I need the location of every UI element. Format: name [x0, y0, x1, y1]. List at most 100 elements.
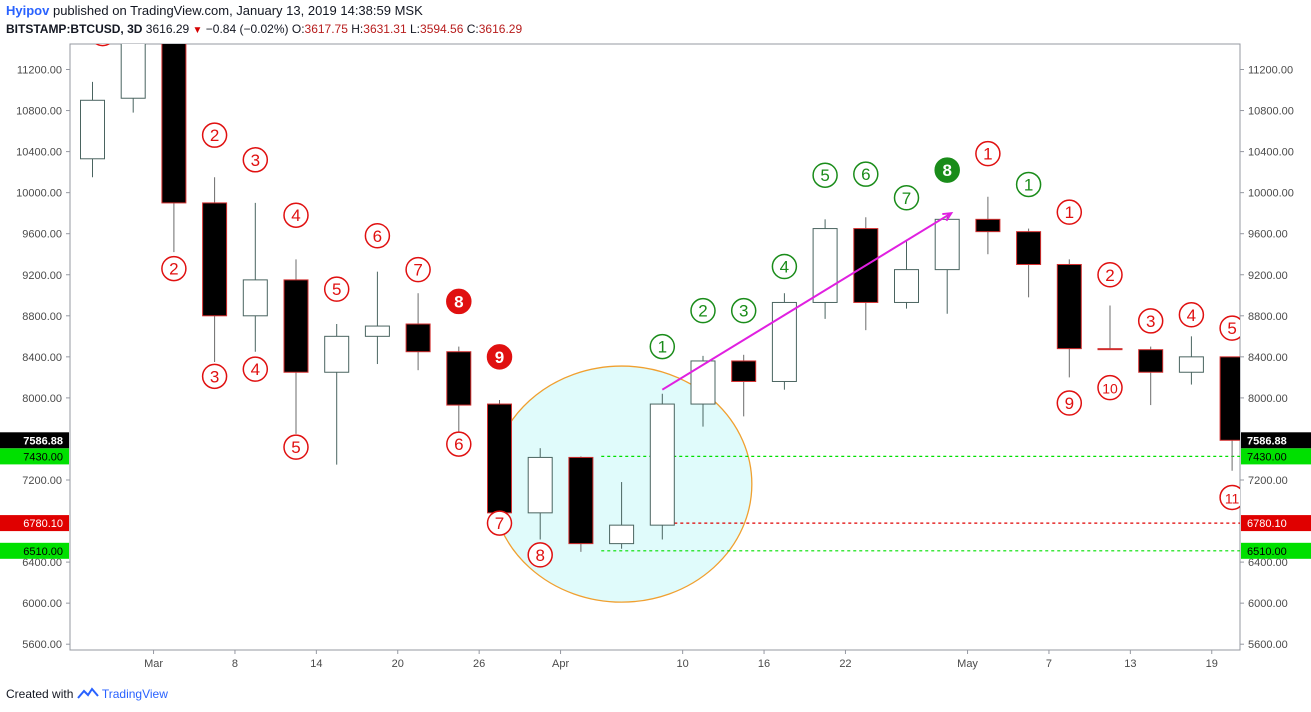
count-marker-circle	[242, 147, 269, 173]
y-tick-label-left: 5600.00	[22, 639, 62, 651]
count-marker-label: 6	[454, 435, 463, 454]
candle-body	[894, 269, 919, 303]
count-marker-circle	[201, 122, 228, 148]
candle-body	[690, 360, 716, 405]
count-marker-circle	[446, 288, 472, 315]
price-label-right: 7586.88	[1247, 435, 1287, 447]
count-marker-circle	[1056, 199, 1083, 225]
count-marker-circle	[1137, 308, 1164, 334]
y-tick-label-left: 10400.00	[16, 147, 62, 159]
price-label-right: 7430.00	[1247, 451, 1287, 463]
count-marker-circle	[690, 297, 716, 324]
candle-body	[609, 524, 635, 545]
candle-body	[1016, 231, 1042, 265]
count-marker-label: 8	[535, 546, 544, 565]
count-marker-circle	[893, 185, 920, 211]
count-marker-label: 5	[291, 438, 300, 457]
price-label-left: 6780.10	[23, 518, 63, 530]
count-marker-label: 7	[495, 514, 504, 533]
y-tick-label-left: 6000.00	[22, 598, 62, 610]
count-marker-circle	[649, 333, 676, 360]
count-marker-label: 4	[251, 360, 260, 379]
candle-body	[731, 360, 757, 382]
symbol-name: BITSTAMP:BTCUSD, 3D	[6, 22, 143, 36]
candle-body	[1219, 356, 1240, 441]
count-marker-circle	[405, 256, 431, 283]
candle-body	[202, 202, 228, 317]
y-tick-label-left: 9200.00	[22, 270, 62, 282]
count-marker-label: 3	[739, 302, 748, 321]
x-tick-label: 10	[677, 658, 689, 670]
count-marker-label: 4	[780, 258, 789, 277]
count-marker-circle	[1219, 315, 1240, 341]
y-tick-label-right: 9600.00	[1248, 229, 1288, 241]
tradingview-logo-icon	[76, 687, 102, 701]
count-marker-circle	[1219, 484, 1240, 511]
count-marker-label: 11	[1225, 490, 1240, 506]
y-tick-label-right: 6400.00	[1248, 557, 1288, 569]
created-with-text: Created with	[6, 687, 74, 701]
high-label: H:	[351, 22, 364, 36]
x-tick-label: 8	[232, 658, 238, 670]
y-tick-label-right: 6000.00	[1248, 598, 1288, 610]
count-marker-circle	[323, 276, 350, 302]
count-marker-label: 5	[820, 166, 829, 185]
x-tick-label: Mar	[144, 658, 163, 670]
price-label-right: 6780.10	[1247, 518, 1287, 530]
trend-arrow-line	[661, 212, 952, 391]
y-tick-label-left: 6400.00	[22, 557, 62, 569]
candle-body	[120, 44, 146, 99]
price-label-bg-right	[1241, 515, 1311, 532]
symbol-info: BITSTAMP:BTCUSD, 3D 3616.29 ▼ −0.84 (−0.…	[6, 22, 522, 36]
count-marker-circle	[853, 161, 879, 187]
price-label-bg-right	[1241, 448, 1311, 465]
x-tick-label: 16	[758, 658, 770, 670]
candle-body	[975, 218, 1001, 233]
count-marker-label: 4	[1187, 306, 1196, 325]
candle-body	[405, 323, 431, 353]
candle-body	[242, 279, 268, 317]
x-tick-label: 26	[473, 658, 485, 670]
down-arrow-icon: ▼	[192, 25, 203, 36]
count-marker-circle	[1056, 390, 1083, 416]
count-marker-circle	[1097, 374, 1123, 401]
count-marker-circle	[771, 253, 798, 280]
candle-body	[364, 325, 390, 337]
count-marker-circle	[527, 542, 553, 568]
count-marker-label: 1	[983, 145, 992, 164]
y-tick-label-left: 7200.00	[22, 475, 62, 487]
count-marker-circle	[486, 344, 513, 370]
count-marker-label: 2	[169, 260, 178, 279]
x-tick-label: 13	[1124, 658, 1136, 670]
count-marker-label: 3	[251, 151, 260, 170]
count-marker-circle	[975, 140, 1001, 167]
y-tick-label-right: 8400.00	[1248, 352, 1288, 364]
candle-body	[487, 403, 512, 514]
y-tick-label-right: 8800.00	[1248, 311, 1288, 323]
count-marker-label: 7	[902, 189, 911, 208]
candle-body	[161, 44, 187, 204]
close-label: C:	[466, 22, 479, 36]
low-label: L:	[410, 22, 421, 36]
last-price: 3616.29	[145, 22, 190, 36]
open-value: 3617.75	[304, 22, 348, 36]
count-marker-label: 1	[1024, 175, 1033, 194]
candle-body	[527, 456, 553, 514]
y-tick-label-right: 11200.00	[1248, 65, 1293, 77]
candle-body	[934, 218, 960, 271]
candle-body	[80, 99, 105, 160]
price-change: −0.84 (−0.02%)	[205, 22, 289, 36]
candle-body	[568, 456, 594, 545]
price-label-bg-left	[0, 448, 69, 465]
count-marker-label: 8	[454, 292, 463, 311]
count-marker-circle	[934, 157, 960, 183]
count-marker-circle	[364, 223, 391, 249]
tradingview-brand[interactable]: TradingView	[101, 687, 168, 701]
count-marker-circle	[1097, 262, 1123, 288]
count-marker-label: 1	[1065, 203, 1074, 222]
author-name[interactable]: Hyipov	[6, 3, 50, 18]
y-tick-label-left: 10800.00	[16, 106, 62, 118]
count-marker-label: 10	[1102, 381, 1118, 397]
y-tick-label-left: 8800.00	[22, 311, 62, 323]
